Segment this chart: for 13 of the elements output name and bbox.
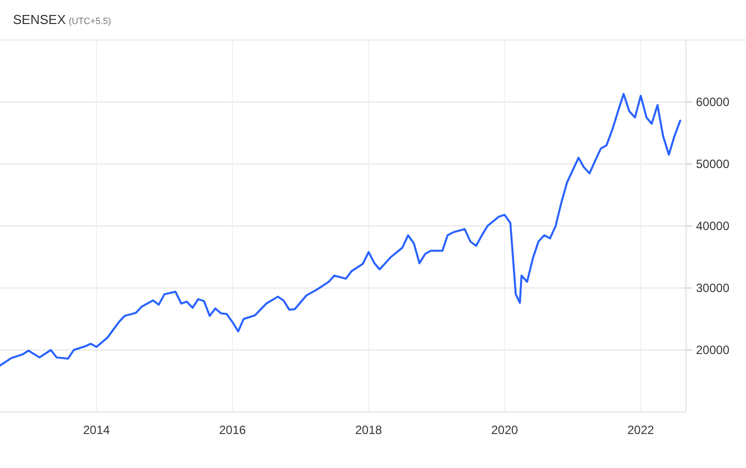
x-tick-label: 2018 [355, 423, 382, 437]
line-series [0, 92, 682, 366]
y-tick-label: 40000 [696, 219, 730, 234]
chart-subtitle: (UTC+5.5) [68, 16, 112, 26]
x-tick-label: 2016 [219, 423, 246, 437]
chart-title: SENSEX [13, 12, 66, 27]
x-tick-label: 2020 [491, 423, 518, 437]
y-tick-label: 50000 [696, 157, 730, 172]
y-tick-label: 20000 [696, 343, 730, 358]
x-tick-label: 2022 [627, 423, 654, 437]
x-tick-label: 2014 [83, 423, 110, 437]
y-tick-label: 30000 [696, 281, 730, 296]
y-tick-label: 60000 [696, 95, 730, 110]
